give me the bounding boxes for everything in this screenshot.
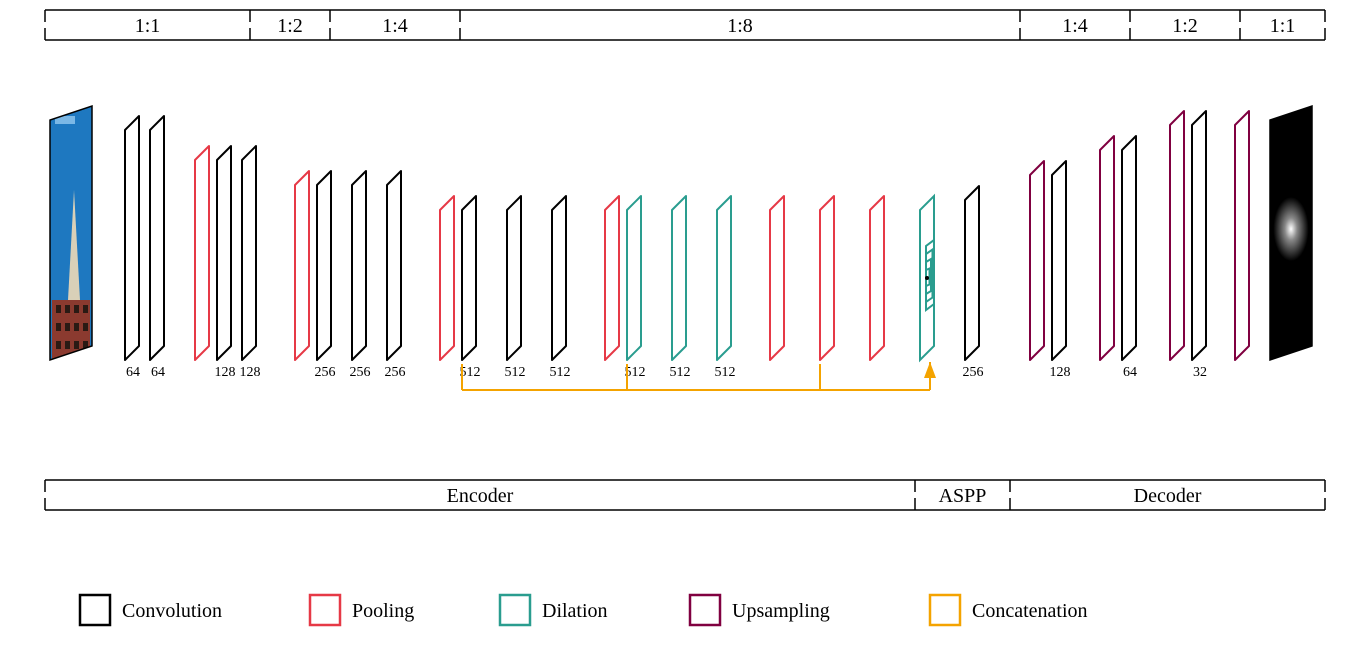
channel-label: 256 (315, 365, 336, 380)
channel-label: 512 (715, 365, 736, 380)
section-label: ASPP (939, 485, 987, 507)
section-bar: Encoder ASPP Decoder (45, 480, 1325, 510)
layer-block (195, 146, 209, 360)
ratio-label: 1:2 (277, 15, 303, 37)
legend-swatch (690, 595, 720, 625)
channel-label: 128 (240, 365, 261, 380)
legend-label: Concatenation (972, 600, 1088, 622)
channel-label: 512 (550, 365, 571, 380)
ratio-label: 1:4 (1062, 15, 1088, 37)
section-label: Decoder (1134, 485, 1202, 507)
layer-block: 128 (1050, 161, 1071, 380)
channel-label: 128 (1050, 365, 1071, 380)
layer-block (295, 171, 309, 360)
layer-block: 256 (350, 171, 371, 380)
layer-block (1100, 136, 1114, 360)
layer-block: 512 (550, 196, 571, 380)
input-image (45, 101, 97, 370)
layer-block: 512 (460, 196, 481, 380)
layer-block: 32 (1192, 111, 1207, 380)
aspp-module (920, 196, 934, 360)
channel-label: 256 (350, 365, 371, 380)
ratio-label: 1:1 (1270, 15, 1296, 37)
legend-swatch (500, 595, 530, 625)
concatenation-paths (462, 362, 930, 390)
layer-block: 512 (715, 196, 736, 380)
section-label: Encoder (447, 485, 514, 507)
channel-label: 512 (670, 365, 691, 380)
layer-block (605, 196, 619, 360)
layer-block (1235, 111, 1249, 360)
layer-block: 64 (150, 116, 165, 380)
layer-block (770, 196, 784, 360)
legend-swatch (930, 595, 960, 625)
layer-block: 512 (625, 196, 646, 380)
channel-label: 128 (215, 365, 236, 380)
layer-block: 64 (1122, 136, 1137, 380)
ratio-label: 1:2 (1172, 15, 1198, 37)
channel-label: 512 (505, 365, 526, 380)
legend-label: Convolution (122, 600, 222, 622)
channel-label: 64 (151, 365, 165, 380)
legend-swatch (310, 595, 340, 625)
architecture-diagram: 1:1 1:2 1:4 1:8 1:4 1:2 1:1 Encoder ASPP Decoder 6… (0, 0, 1353, 668)
layer-block (870, 196, 884, 360)
ratio-label: 1:4 (382, 15, 408, 37)
network-blocks: 64 64 128 128 256 256 256 512 512 512 512 512 512 256… (125, 111, 1249, 380)
channel-label: 256 (385, 365, 406, 380)
ratio-label: 1:1 (135, 15, 161, 37)
layer-block: 256 (315, 171, 336, 380)
legend-label: Upsampling (732, 600, 830, 622)
layer-block (440, 196, 454, 360)
layer-block: 256 (963, 186, 984, 380)
layer-block: 128 (240, 146, 261, 380)
legend: Convolution Pooling Dilation Upsampling Conc… (80, 595, 1088, 625)
layer-block: 64 (125, 116, 140, 380)
output-image (1265, 101, 1317, 361)
layer-block: 512 (505, 196, 526, 380)
channel-label: 64 (1123, 365, 1137, 380)
layer-block: 256 (385, 171, 406, 380)
layer-block (1030, 161, 1044, 360)
ratio-bar: 1:1 1:2 1:4 1:8 1:4 1:2 1:1 (45, 10, 1325, 40)
legend-label: Pooling (352, 600, 414, 622)
layer-block (1170, 111, 1184, 360)
legend-label: Dilation (542, 600, 608, 622)
ratio-label: 1:8 (727, 15, 753, 37)
legend-swatch (80, 595, 110, 625)
channel-label: 64 (126, 365, 140, 380)
channel-label: 256 (963, 365, 984, 380)
layer-block: 512 (670, 196, 691, 380)
channel-label: 32 (1193, 365, 1207, 380)
layer-block: 128 (215, 146, 236, 380)
layer-block (820, 196, 834, 360)
